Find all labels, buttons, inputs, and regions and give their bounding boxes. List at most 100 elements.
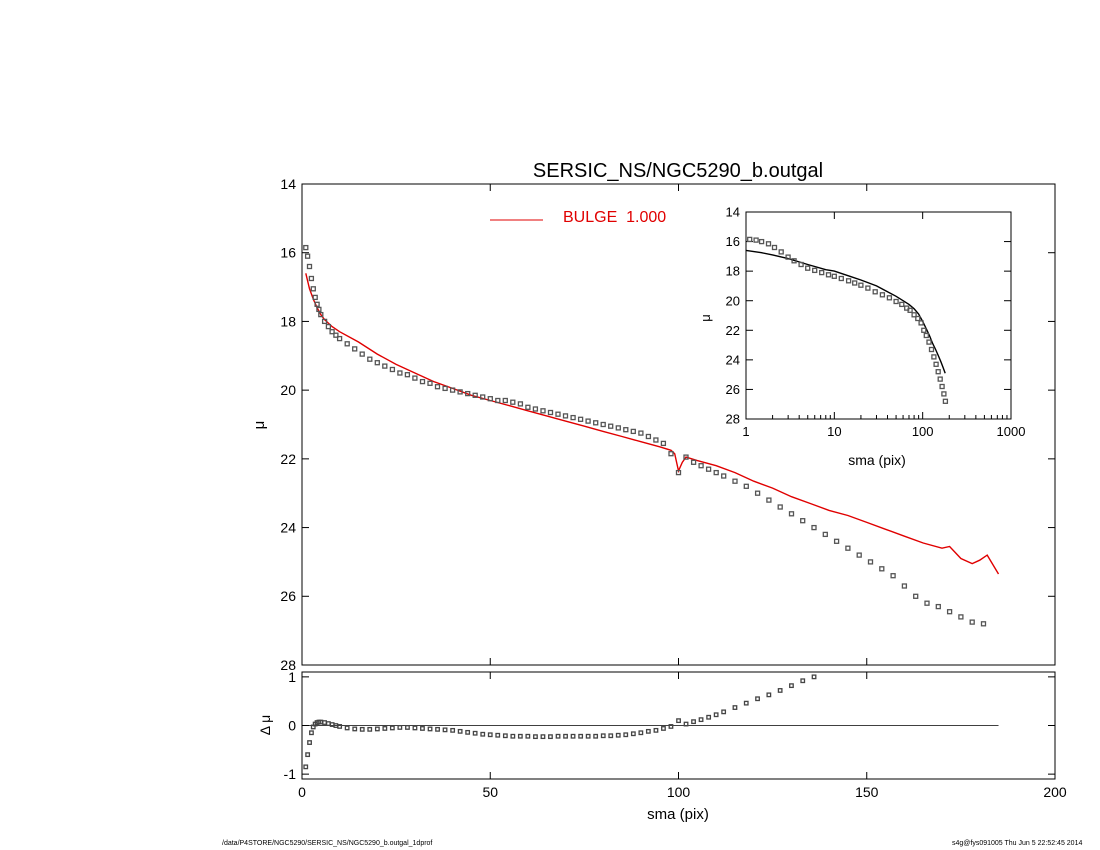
data-point-marker [928,346,935,353]
legend: BULGE 1.000 [490,209,666,226]
data-point-marker [825,272,832,278]
data-point-marker [367,726,373,732]
data-point-marker [314,301,320,307]
data-point-marker [318,311,324,318]
data-point-marker [321,318,328,325]
data-point-marker [562,413,569,419]
data-point-marker [758,238,765,245]
data-point-marker [831,273,837,279]
data-point-marker [901,583,908,589]
data-point-marker [777,688,783,693]
y-tick-label: 22 [726,323,740,338]
x-tick-label: 200 [1043,784,1067,800]
data-point-marker [924,600,930,606]
data-point-marker [450,727,456,733]
x-tick-label: 10 [827,424,841,439]
y-tick-label: 18 [726,264,740,279]
data-point-marker [969,619,975,625]
data-point-marker [915,315,921,322]
inset-log-panel: 1 10 100 1000 14 16 18 20 22 24 26 28 μ sma (pix) [698,205,1025,468]
data-point-marker [304,253,311,259]
residual-series-layer [303,674,817,770]
data-point-marker [805,265,811,271]
data-point-marker [322,720,327,725]
data-point-marker [845,545,851,551]
data-point-marker [698,717,704,723]
data-point-marker [472,730,478,736]
y-tick-label: 14 [280,176,296,192]
data-point-marker [811,674,817,680]
data-point-marker [472,392,478,398]
data-point-marker [359,351,365,357]
data-point-marker [374,360,380,366]
data-point-marker [935,369,941,375]
data-point-marker [442,727,448,733]
data-point-marker [732,705,738,710]
data-point-marker [675,469,682,476]
data-point-marker [404,372,411,378]
main-y-axis-label: μ [251,421,268,430]
data-point-marker [435,726,440,732]
data-point-marker [533,734,538,740]
data-point-marker [798,261,804,268]
data-point-marker [856,552,862,558]
data-point-marker [668,724,674,729]
y-tick-label: 18 [280,313,296,329]
data-point-marker [487,396,493,402]
data-point-marker [352,726,358,732]
data-point-marker [668,451,674,457]
data-point-marker [623,427,629,433]
data-point-marker [911,312,917,318]
data-point-marker [397,725,403,730]
legend-label: BULGE 1.000 [563,209,666,226]
data-point-marker [942,398,949,404]
data-point-marker [935,603,941,610]
data-point-marker [329,722,335,727]
inset-series-layer [745,236,949,404]
y-tick-label: 1 [288,669,296,685]
data-point-marker [732,478,738,484]
data-point-marker [721,473,727,479]
data-point-marker [600,733,606,739]
data-point-marker [306,263,313,270]
data-point-marker [325,721,331,726]
data-point-marker [517,733,523,739]
data-point-marker [691,719,696,725]
data-point-marker [913,593,919,599]
data-point-marker [777,504,783,510]
series-line [305,273,1000,575]
data-point-marker [427,380,433,386]
main-axis-ticks: 14 16 18 20 22 24 26 28 [280,176,1056,673]
data-point-marker [676,718,681,724]
data-point-marker [812,267,818,274]
data-point-marker [800,678,806,684]
data-point-marker [333,332,339,338]
data-point-marker [630,428,636,435]
data-point-marker [344,341,350,347]
data-point-marker [926,339,932,345]
data-point-marker [980,621,987,627]
data-point-marker [785,254,791,260]
data-point-marker [766,497,772,503]
residual-x-axis-label: sma (pix) [647,806,709,823]
data-point-marker [766,692,772,698]
data-point-marker [525,733,531,739]
data-point-marker [555,733,561,739]
data-point-marker [941,391,947,397]
data-point-marker [653,437,659,443]
data-point-marker [480,731,486,737]
data-point-marker [608,733,614,739]
data-point-marker [939,383,945,390]
data-point-marker [630,731,636,737]
data-point-marker [706,714,712,720]
x-tick-label: 0 [298,784,306,800]
main-series-layer [303,244,1000,627]
data-point-marker [931,354,937,360]
data-point-marker [886,295,893,301]
data-point-marker [585,418,591,424]
data-point-marker [838,275,844,282]
y-tick-label: 20 [726,293,740,308]
data-point-marker [389,366,396,373]
x-tick-label: 50 [482,784,498,800]
data-point-marker [303,764,309,770]
